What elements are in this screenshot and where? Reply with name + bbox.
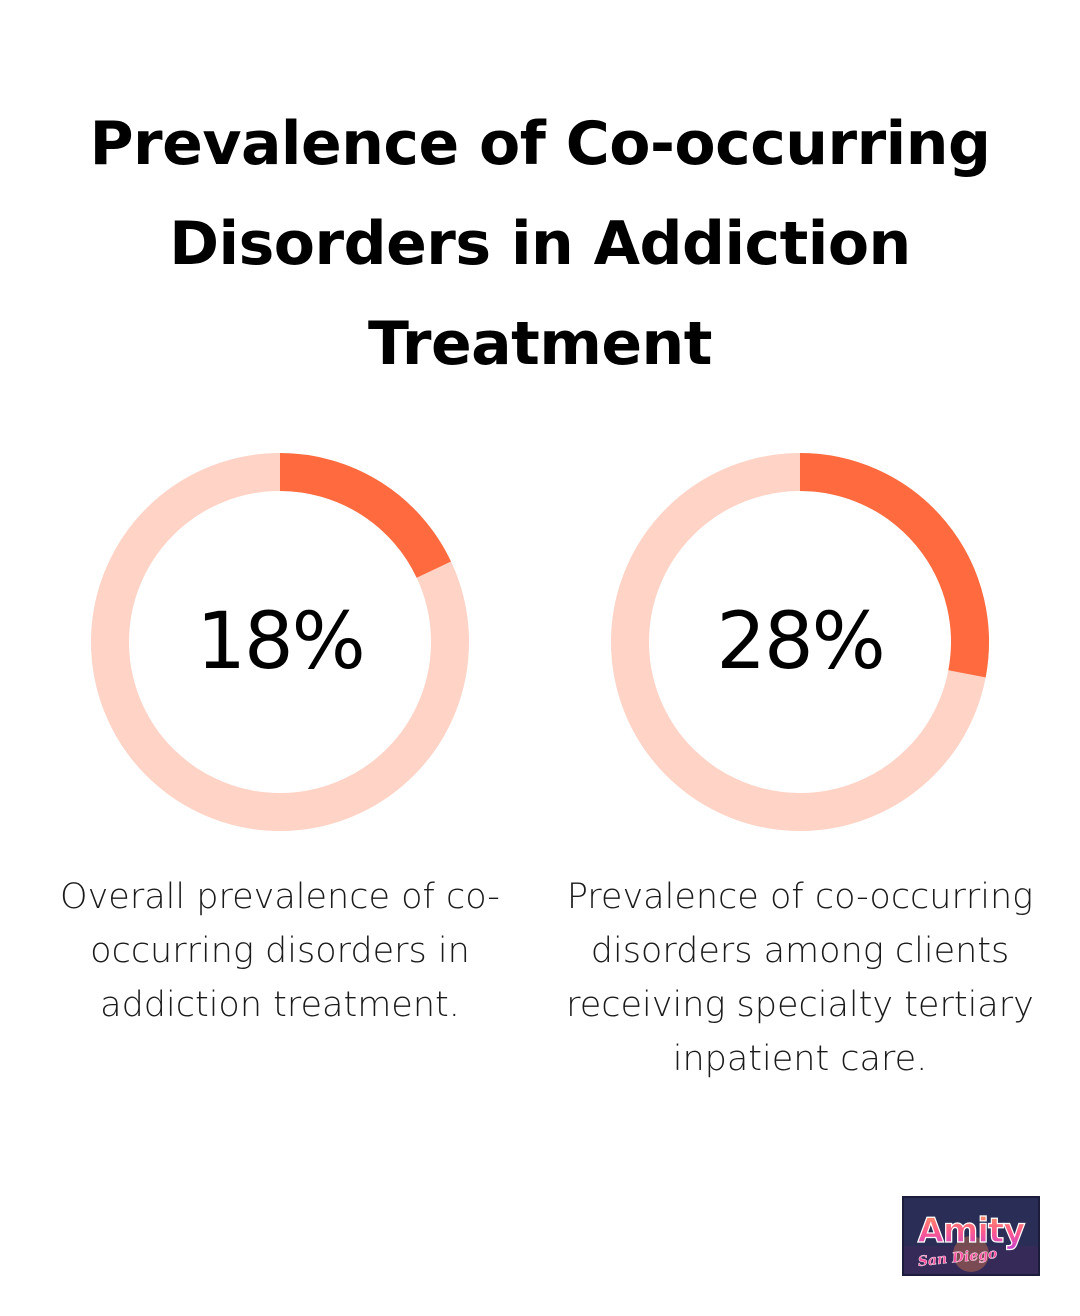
logo-graphic: Amity San Diego bbox=[904, 1198, 1038, 1274]
donut-svg bbox=[91, 453, 469, 831]
donut-value-arc bbox=[799, 453, 989, 678]
brand-logo: Amity San Diego bbox=[902, 1196, 1040, 1276]
donut-percent-label: 18% bbox=[196, 597, 365, 687]
donut-chart-inpatient: 28% bbox=[610, 452, 990, 832]
donut-svg bbox=[611, 453, 989, 831]
stat-description: Prevalence of co-occurring disorders amo… bbox=[566, 877, 1034, 1079]
donut-percent-label: 28% bbox=[716, 597, 885, 687]
stat-card-inpatient: 28% Prevalence of co-occurring disorders… bbox=[560, 452, 1040, 1086]
stat-description: Overall prevalence of co-occurring disor… bbox=[60, 877, 500, 1025]
logo-wordmark: Amity bbox=[918, 1211, 1026, 1251]
donut-value-arc bbox=[279, 453, 452, 579]
donut-chart-overall: 18% bbox=[90, 452, 470, 832]
page-title: Prevalence of Co-occurring Disorders in … bbox=[89, 109, 991, 379]
stat-card-overall: 18% Overall prevalence of co-occurring d… bbox=[40, 452, 520, 1032]
